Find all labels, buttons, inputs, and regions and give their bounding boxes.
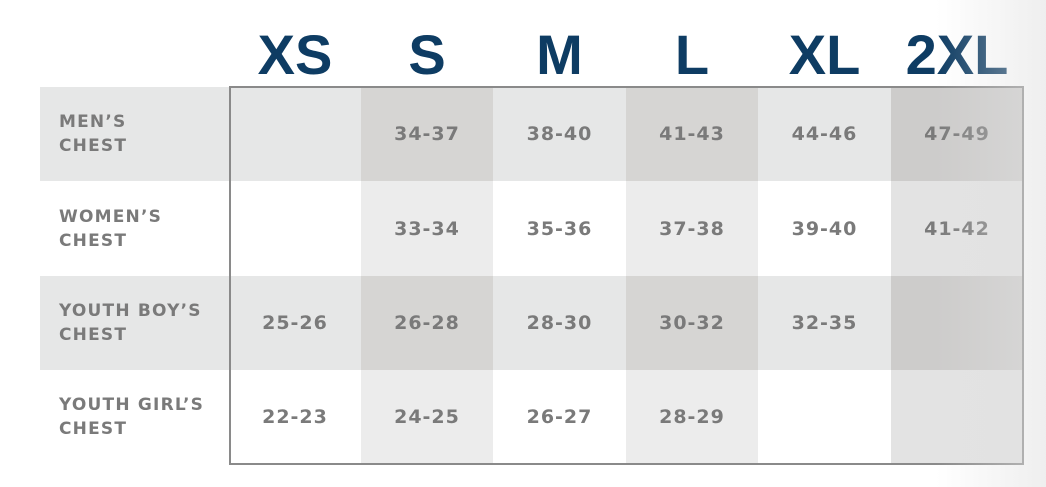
size-cell: 30-32	[626, 276, 758, 370]
row-label: YOUTH GIRL’S CHEST	[40, 370, 229, 464]
row-label-line: WOMEN’S	[59, 206, 163, 227]
size-cell: 28-29	[626, 370, 758, 464]
row-label-line: CHEST	[59, 136, 128, 156]
size-cell: 38-40	[493, 87, 626, 181]
size-cell: 26-28	[361, 276, 493, 370]
size-cell: 25-26	[229, 276, 361, 370]
size-cell: 39-40	[758, 181, 891, 276]
size-cell: 34-37	[361, 87, 493, 181]
row-label-line: YOUTH GIRL’S	[59, 395, 205, 415]
table-border	[229, 86, 1024, 465]
size-header: M	[536, 22, 583, 86]
row-label-line: CHEST	[59, 325, 128, 345]
size-cell	[229, 181, 361, 276]
size-cell: 26-27	[493, 370, 626, 464]
row-label-line: MEN’S	[59, 112, 127, 132]
size-cell: 37-38	[626, 181, 758, 276]
size-cell: 22-23	[229, 370, 361, 464]
row-label-line: CHEST	[59, 419, 128, 439]
size-cell: 24-25	[361, 370, 493, 464]
size-cell	[229, 87, 361, 181]
size-header: XS	[257, 22, 333, 86]
row-label: MEN’S CHEST	[40, 87, 229, 181]
size-header: S	[408, 22, 446, 86]
row-label: WOMEN’S CHEST	[40, 181, 229, 276]
size-cell: 28-30	[493, 276, 626, 370]
size-header: L	[674, 22, 710, 86]
size-cell: 44-46	[758, 87, 891, 181]
row-label-line: CHEST	[59, 230, 128, 251]
size-cell: 32-35	[758, 276, 891, 370]
row-label-line: YOUTH BOY’S	[59, 301, 202, 321]
size-cell: 41-43	[626, 87, 758, 181]
size-cell	[758, 370, 891, 464]
size-header: XL	[788, 22, 861, 86]
row-label: YOUTH BOY’S CHEST	[40, 276, 229, 370]
size-cell: 35-36	[493, 181, 626, 276]
size-header: 2XL	[905, 22, 1009, 86]
size-cell: 33-34	[361, 181, 493, 276]
